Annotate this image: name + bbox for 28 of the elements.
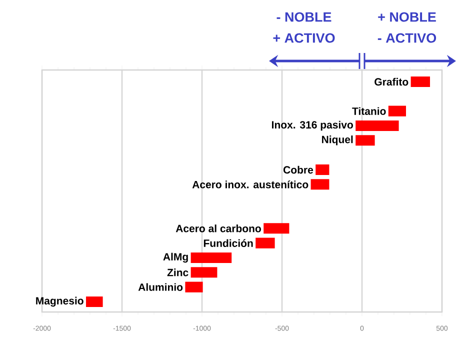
bar [190, 252, 232, 264]
bar [256, 238, 275, 248]
y-tick-label: Acero inox. austenítico [192, 180, 308, 188]
text: + NOBLE [378, 12, 436, 22]
y-tick-label: Magnesio [36, 296, 84, 307]
bar [185, 282, 203, 292]
text: - NOBLE [276, 12, 332, 22]
text: - ACTIVO [378, 33, 436, 43]
bar [316, 164, 330, 176]
bar [410, 76, 430, 88]
y-tick-label: AlMg [163, 252, 188, 263]
bar [388, 106, 406, 116]
bar [356, 120, 399, 132]
y-tick-label: Acero al carbono [176, 224, 261, 232]
y-tick-label: Titanio [352, 107, 386, 115]
y-tick-label: Cobre [283, 166, 314, 174]
y-tick-label: Niquel [322, 136, 353, 146]
bar [356, 135, 375, 146]
y-tick-label: Inox. 316 pasivo [272, 120, 353, 131]
bar [310, 179, 330, 190]
bar [86, 296, 103, 308]
y-tick-label: Zinc [167, 268, 188, 276]
bar [264, 223, 290, 234]
y-tick-label: Fundición [204, 239, 253, 247]
y-tick-label: Aluminio [138, 283, 183, 291]
y-tick-label: Grafito [374, 78, 408, 86]
bar [190, 267, 218, 278]
text: + ACTIVO [273, 33, 335, 43]
